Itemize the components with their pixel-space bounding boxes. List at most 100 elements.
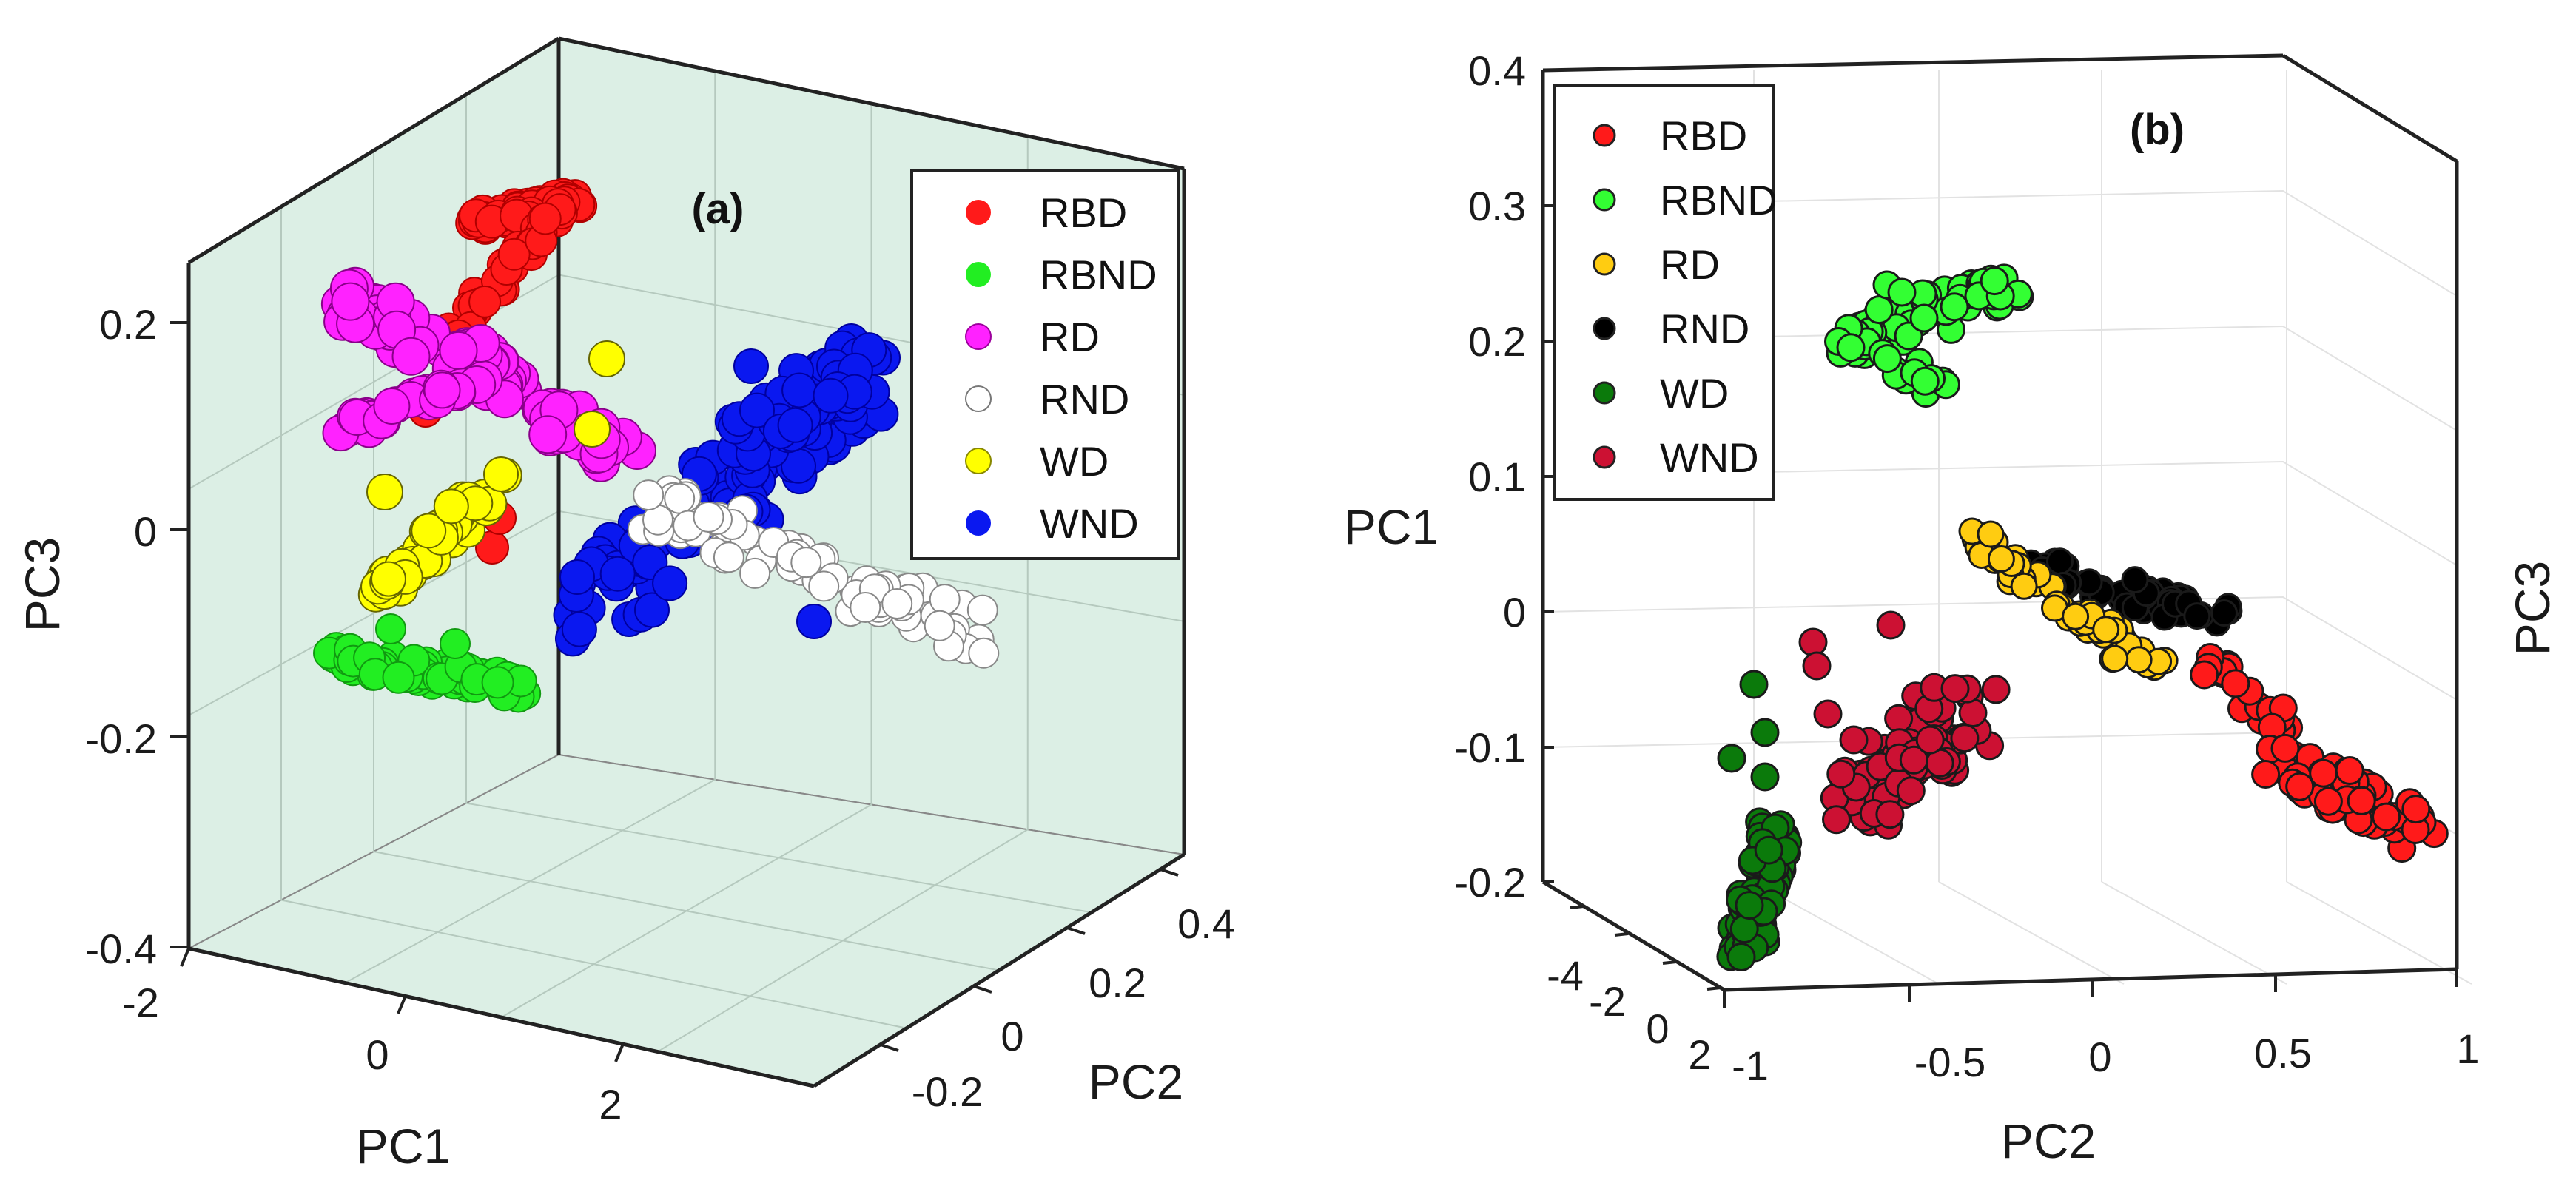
rd-point <box>373 388 411 425</box>
panel-a-y-tick-label: 0.4 <box>1177 900 1235 947</box>
panel-b-legend-marker-wnd <box>1593 445 1616 469</box>
panel-b-z-tick-label: 0.1 <box>1468 454 1526 500</box>
wnd-point <box>561 611 597 647</box>
panel-a-y-tick-label: 0.2 <box>1089 960 1146 1006</box>
wnd-point <box>1899 745 1928 775</box>
panel-b-y-tick-label: -4 <box>1547 952 1584 999</box>
panel-b-points <box>1716 263 2449 971</box>
rd-point <box>439 331 478 370</box>
panel-b-3d-scatter: 0.4 0.3 0.2 0.1 0 -0.1 -0.2 -1 -0.5 0 0.… <box>1344 47 2560 1168</box>
rd-point <box>1977 520 2005 548</box>
rnd-point <box>790 547 822 579</box>
rbnd-point <box>1872 344 1902 374</box>
panel-a-legend-label: RBND <box>1040 252 1157 298</box>
wd-point <box>411 513 447 549</box>
panel-a-legend: RBD RBND RD RND WD WND <box>910 169 1180 560</box>
panel-b-y-tick-label: 2 <box>1688 1031 1711 1078</box>
rnd-point <box>966 594 998 626</box>
rd-point <box>528 415 568 454</box>
panel-b-legend-label: WD <box>1660 370 1729 417</box>
panel-a-x-tick-label: 0 <box>366 1031 389 1078</box>
rd-point <box>2092 616 2120 644</box>
panel-a-y-axis-label: PC2 <box>1089 1054 1183 1109</box>
rd-point <box>391 337 431 376</box>
panel-a-3d-scatter: 0.2 0 -0.2 -0.4 -2 0 2 -0.2 0 0.2 0.4 PC… <box>15 36 1235 1173</box>
panel-b-gridline <box>1542 460 2458 566</box>
rnd-point <box>2121 566 2149 594</box>
wd-point <box>1739 670 1769 699</box>
panel-b-z-tick-label: 0.2 <box>1468 318 1526 365</box>
panel-a-x-axis-label: PC1 <box>356 1119 451 1173</box>
panel-a-legend-marker-rnd <box>965 385 992 412</box>
panel-b-legend-marker-rnd <box>1593 317 1616 340</box>
panel-b-legend-label: RD <box>1660 241 1720 288</box>
panel-a-gridline <box>344 71 716 984</box>
panel-a-y-tick-label: -0.2 <box>912 1068 983 1115</box>
rd-point <box>331 282 370 321</box>
panel-b-legend-marker-rbd <box>1593 124 1616 147</box>
panel-b-x-tick-label: 1 <box>2456 1025 2479 1072</box>
rbd-point <box>2251 760 2281 789</box>
wnd-point <box>813 377 849 414</box>
panel-a-legend-label: RD <box>1040 314 1100 360</box>
panel-a-x-tick-label: -2 <box>122 980 159 1026</box>
wnd-point <box>1884 704 1914 733</box>
wd-point <box>1735 891 1764 920</box>
rbd-point <box>2309 758 2338 788</box>
rd-point <box>2125 646 2153 674</box>
panel-b-label: (b) <box>2130 106 2185 154</box>
panel-a-legend-marker-rbd <box>966 200 991 225</box>
panel-b-z-tick-label: 0.4 <box>1468 47 1526 94</box>
panel-b-gridline <box>2101 881 2287 985</box>
panel-b-legend-label: RBD <box>1660 112 1747 159</box>
panel-b-x-axis-label: PC2 <box>2001 1113 2096 1168</box>
wnd-point <box>1839 725 1869 755</box>
rbd-point <box>2335 756 2364 785</box>
rnd-point <box>924 610 955 641</box>
panel-b-z-axis-label: PC3 <box>2505 561 2560 656</box>
rbnd-point <box>1864 295 1894 325</box>
panel-b-z-tick-label: -0.1 <box>1455 724 1527 771</box>
panel-b-legend-marker-wd <box>1593 381 1616 405</box>
wnd-point <box>1813 699 1843 729</box>
rbd-point <box>2347 786 2376 815</box>
rbnd-point <box>1836 333 1866 363</box>
panel-a-gridline <box>373 150 1000 971</box>
wnd-point <box>1958 698 1988 727</box>
rbnd-point <box>1940 292 1969 322</box>
panel-a-z-tick-label: 0.2 <box>99 301 157 348</box>
panel-a-z-axis-label: PC3 <box>15 537 70 632</box>
panel-b-gridlines <box>1542 54 2472 985</box>
panel-b-y-tick <box>1662 960 1677 965</box>
wnd-point <box>652 565 688 602</box>
panel-b-legend-label: RBND <box>1660 177 1778 223</box>
wd-point <box>483 456 519 492</box>
rd-point <box>2062 602 2090 630</box>
wd-point <box>1729 914 1759 943</box>
rbnd-point <box>1910 366 1940 396</box>
panel-a-legend-label: WD <box>1040 438 1109 485</box>
rd-point <box>1987 545 2015 573</box>
rbd-point <box>2372 802 2401 832</box>
panel-a-legend-label: RBD <box>1040 189 1127 236</box>
panel-a-legend-marker-wnd <box>966 510 991 536</box>
panel-a-z-tick-label: -0.2 <box>86 715 158 762</box>
panel-a-y-tick <box>1066 926 1086 935</box>
wd-point <box>1726 943 1756 971</box>
wd-point <box>1750 718 1780 747</box>
panel-a-y-tick <box>973 985 992 994</box>
panel-b-y-tick <box>1706 986 1721 991</box>
wnd-point <box>1950 724 1980 753</box>
wd-point <box>1717 744 1746 773</box>
panel-b-legend-marker-rd <box>1593 252 1616 276</box>
rnd-point <box>968 637 1000 669</box>
panel-b-y-tick <box>1570 905 1584 909</box>
wnd-point <box>796 604 832 639</box>
rbd-point <box>2190 660 2219 690</box>
panel-a-gridline <box>280 206 907 1029</box>
wnd-point <box>1798 627 1828 657</box>
rbd-point <box>497 237 531 271</box>
rnd-point <box>2210 599 2238 627</box>
rd-point <box>2101 644 2129 673</box>
rnd-point <box>664 482 696 514</box>
